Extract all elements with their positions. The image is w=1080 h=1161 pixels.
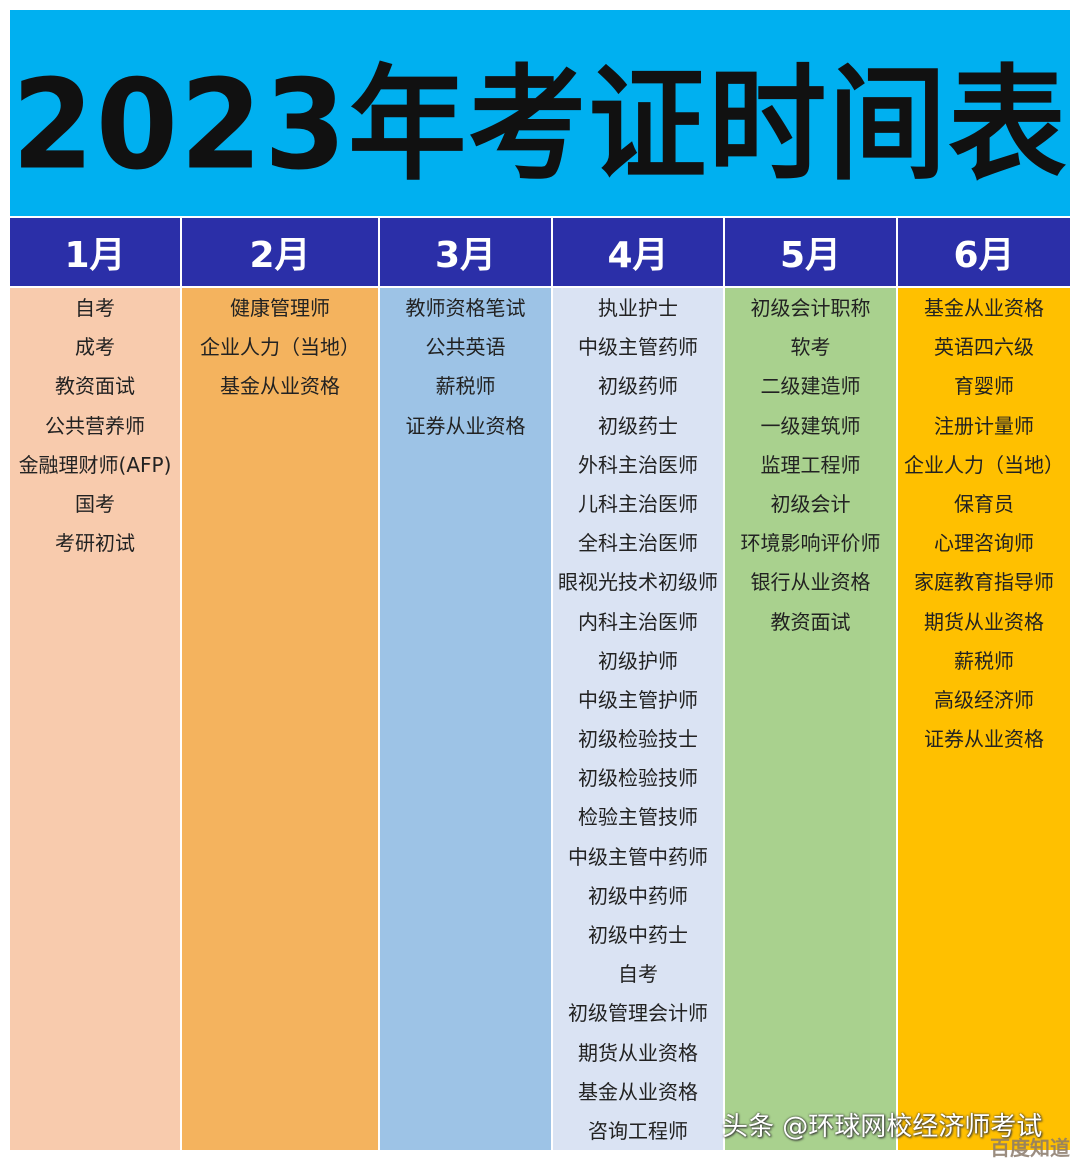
month-column: 1月自考成考教资面试公共营养师金融理财师(AFP) 国考考研初试 [10, 218, 180, 1150]
exam-item: 考研初试 [55, 531, 135, 556]
exam-item: 家庭教育指导师 [914, 570, 1054, 595]
exam-item: 检验主管技师 [578, 805, 698, 830]
exam-item: 基金从业资格 [220, 374, 340, 399]
exam-item: 英语四六级 [934, 335, 1034, 360]
exam-item: 一级建筑师 [760, 413, 861, 438]
exam-item: 证券从业资格 [924, 727, 1044, 752]
exam-item: 企业人力（当地） [904, 452, 1064, 477]
month-column: 3月教师资格笔试 公共英语薪税师证券从业资格 [380, 218, 551, 1150]
exam-item: 中级主管药师 [578, 335, 698, 360]
exam-item: 初级管理会计师 [568, 1001, 708, 1026]
month-exam-list: 初级会计职称 软考二级建造师一级建筑师监理工程师初级会计环境影响评价师 银行从业资格… [725, 288, 896, 1150]
exam-item: 证券从业资格 [405, 413, 526, 438]
exam-item: 初级会计职称 [750, 296, 871, 320]
exam-item: 全科主治医师 [578, 531, 698, 556]
month-header: 3月 [380, 218, 551, 286]
exam-item: 保育员 [954, 491, 1014, 516]
month-exam-list: 执业护士中级主管药师 初级药师初级药士外科主治医师 儿科主治医师 全科主治医师 眼视光技… [553, 288, 723, 1150]
exam-item: 教师资格笔试 [405, 296, 526, 320]
month-header: 4月 [553, 218, 723, 286]
watermark-logo: 百度知道 [990, 1136, 1070, 1160]
exam-item: 初级中药师 [588, 883, 688, 908]
exam-item: 中级主管中药师 [568, 844, 708, 869]
exam-item: 公共营养师 [45, 413, 145, 438]
exam-item: 初级检验技师 [578, 766, 698, 791]
exam-item: 初级会计 [770, 491, 851, 516]
month-exam-list: 健康管理师企业人力（当地） 基金从业资格 [182, 288, 378, 1150]
exam-item: 执业护士 [598, 296, 678, 320]
exam-item: 二级建造师 [760, 374, 861, 399]
exam-item: 成考 [75, 335, 115, 360]
exam-item: 眼视光技术初级师 [558, 570, 718, 595]
exam-item: 儿科主治医师 [578, 491, 698, 516]
exam-item: 监理工程师 [760, 452, 861, 477]
exam-item: 教资面试 [770, 609, 851, 634]
exam-item: 薪税师 [435, 374, 496, 399]
exam-item: 内科主治医师 [578, 609, 698, 634]
exam-item: 心理咨询师 [934, 531, 1034, 556]
exam-item: 国考 [75, 491, 115, 516]
month-column: 2月健康管理师企业人力（当地） 基金从业资格 [182, 218, 378, 1150]
exam-item: 自考 [618, 962, 658, 987]
month-exam-list: 自考成考教资面试公共营养师金融理财师(AFP) 国考考研初试 [10, 288, 180, 1150]
exam-item: 期货从业资格 [578, 1040, 698, 1065]
exam-item: 中级主管护师 [578, 687, 698, 712]
watermark: 头条 @环球网校经济师考试 [722, 1112, 1043, 1142]
exam-item: 健康管理师 [230, 296, 330, 320]
exam-item: 环境影响评价师 [740, 531, 881, 556]
exam-item: 企业人力（当地） [200, 335, 360, 360]
exam-item: 初级药师 [598, 374, 678, 399]
exam-item: 自考 [75, 296, 115, 320]
exam-item: 金融理财师(AFP) [18, 452, 172, 477]
exam-item: 基金从业资格 [578, 1079, 698, 1104]
exam-item: 咨询工程师 [588, 1118, 688, 1143]
exam-item: 外科主治医师 [578, 452, 698, 477]
month-header: 5月 [725, 218, 896, 286]
exam-item: 教资面试 [55, 374, 135, 399]
exam-item: 初级药士 [598, 413, 678, 438]
exam-item: 育婴师 [954, 374, 1014, 399]
month-column: 5月初级会计职称 软考二级建造师一级建筑师监理工程师初级会计环境影响评价师 银行从业… [725, 218, 896, 1150]
exam-item: 薪税师 [954, 648, 1014, 673]
month-header: 1月 [10, 218, 180, 286]
exam-item: 初级护师 [598, 648, 678, 673]
page-title: 2023年考证时间表 [11, 51, 1069, 197]
title-band: 2023年考证时间表 [10, 10, 1070, 216]
exam-item: 公共英语 [425, 335, 506, 360]
exam-item: 初级中药士 [588, 923, 688, 947]
exam-item: 银行从业资格 [750, 570, 871, 595]
exam-item: 基金从业资格 [924, 296, 1044, 320]
month-header: 6月 [898, 218, 1070, 286]
month-exam-list: 教师资格笔试 公共英语薪税师证券从业资格 [380, 288, 551, 1150]
month-column: 4月执业护士中级主管药师 初级药师初级药士外科主治医师 儿科主治医师 全科主治医师 眼视… [553, 218, 723, 1150]
month-exam-list: 基金从业资格 英语四六级育婴师注册计量师企业人力（当地） 保育员心理咨询师家庭教育指… [898, 288, 1070, 1150]
exam-item: 初级检验技士 [578, 727, 698, 752]
month-column: 6月基金从业资格 英语四六级育婴师注册计量师企业人力（当地） 保育员心理咨询师家庭教… [898, 218, 1070, 1150]
month-header: 2月 [182, 218, 378, 286]
exam-item: 软考 [790, 335, 831, 360]
exam-item: 注册计量师 [934, 413, 1034, 438]
exam-item: 高级经济师 [934, 687, 1034, 712]
exam-item: 期货从业资格 [924, 609, 1044, 634]
